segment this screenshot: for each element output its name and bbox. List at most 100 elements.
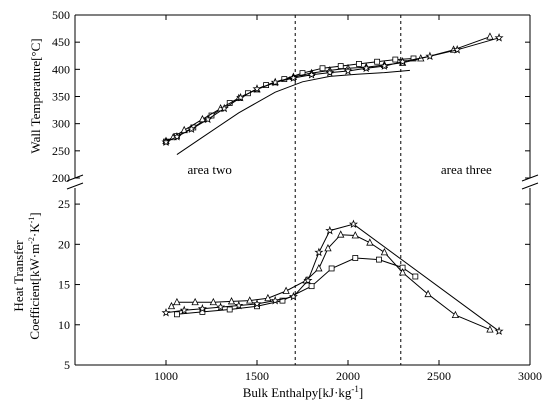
star-marker [288,73,298,82]
x-axis-label: Bulk Enthalpy[kJ·kg-1] [243,384,364,400]
series-line [165,58,414,143]
triangle-marker [451,310,460,319]
triangle-marker [398,268,407,276]
square-marker [279,297,286,304]
star-marker [252,84,262,93]
square-marker [319,65,326,72]
star-marker [494,326,504,336]
square-marker [299,70,306,77]
square-marker [174,311,180,318]
x-tick-label: 1500 [245,369,269,383]
region-label-1: area two [187,162,231,177]
star-marker [307,70,317,79]
plot-frame [66,14,539,366]
star-marker [236,92,246,102]
star-marker [425,51,435,61]
y-tick-label: 500 [52,8,70,22]
y-tick-label: 200 [52,171,70,185]
wall_temperature-series-3 [161,33,504,146]
triangle-marker [337,230,345,238]
y-tick-label: 400 [52,62,70,76]
star-marker [270,77,280,87]
triangle-marker [246,296,254,304]
y-tick-label: 5 [64,358,70,372]
star-marker [361,63,371,73]
region-label-2: area three [441,162,492,177]
star-marker [314,247,324,257]
triangle-marker [324,243,332,252]
star-marker [452,45,462,54]
star-marker [494,33,504,42]
y-axis-label-heat-transfer-coefficient: Heat Transfer Coefficient[kW·m-2·K-1] [11,212,42,339]
y-axis-label-line-2: Coefficient[kW·m-2·K-1] [27,212,42,339]
star-marker [348,219,358,229]
data-series [161,32,504,336]
star-marker [343,66,353,75]
triangle-marker [366,238,374,246]
heat_transfer_coefficient-series-3 [161,219,504,336]
star-marker [216,302,226,311]
triangle-marker [486,325,494,333]
square-marker [226,306,233,313]
triangle-marker [167,301,176,310]
star-marker [325,67,335,77]
heat_transfer_coefficient-series-2 [167,230,494,333]
square-marker [374,58,381,65]
y-tick-label: 10 [58,318,70,332]
star-marker [161,137,171,146]
square-marker [337,63,344,69]
star-marker [270,295,280,305]
star-marker [172,131,182,141]
x-tick-label: 1000 [154,369,178,383]
star-marker [325,225,335,235]
square-marker [376,256,382,263]
star-marker [203,114,213,124]
triangle-marker [264,293,272,302]
y-axis-label-line-1: Heat Transfer [11,240,26,312]
triangle-marker [351,231,359,239]
triangle-marker [173,297,181,306]
star-marker [234,300,244,310]
triangle-marker [486,32,494,40]
triangle-marker [191,297,199,306]
y-tick-label: 250 [52,144,70,158]
wall_temperature-series-4 [176,69,410,156]
triangle-marker [209,297,217,306]
series-line [171,234,491,331]
y-tick-label: 25 [58,197,70,211]
series-line [165,36,491,142]
star-marker [197,303,207,313]
axis-ticks: 1000 1500 2000 2500 3000 200 250 300 350 400 450 50… [52,8,542,383]
square-marker [356,61,362,67]
triangle-marker [424,289,432,298]
x-tick-label: 3000 [518,369,542,383]
y-tick-label: 20 [58,237,70,251]
region-markers: area two area three [187,15,492,365]
series-line [165,37,500,143]
star-marker [179,305,189,315]
series-line [176,69,410,156]
y-axis-label-wall-temperature: Wall Temperature[°C] [28,38,43,153]
triangle-marker [198,114,207,123]
square-marker [410,55,417,62]
star-marker [379,61,389,70]
x-tick-label: 2000 [336,369,360,383]
y-tick-label: 350 [52,90,70,104]
square-marker [392,56,399,63]
wall_temperature-series-2 [162,32,494,144]
wall_temperature-series-1 [163,55,417,145]
star-marker [303,275,313,285]
square-marker [352,255,359,261]
x-tick-label: 2500 [427,369,451,383]
star-marker [186,124,196,133]
square-marker [412,273,419,280]
triangle-marker [315,264,323,272]
series-line [165,223,500,332]
star-marker [252,299,262,308]
triangle-marker [227,297,236,305]
triangle-marker [380,247,389,256]
square-marker [308,283,315,290]
square-marker [328,265,335,272]
triangle-marker [282,286,290,294]
